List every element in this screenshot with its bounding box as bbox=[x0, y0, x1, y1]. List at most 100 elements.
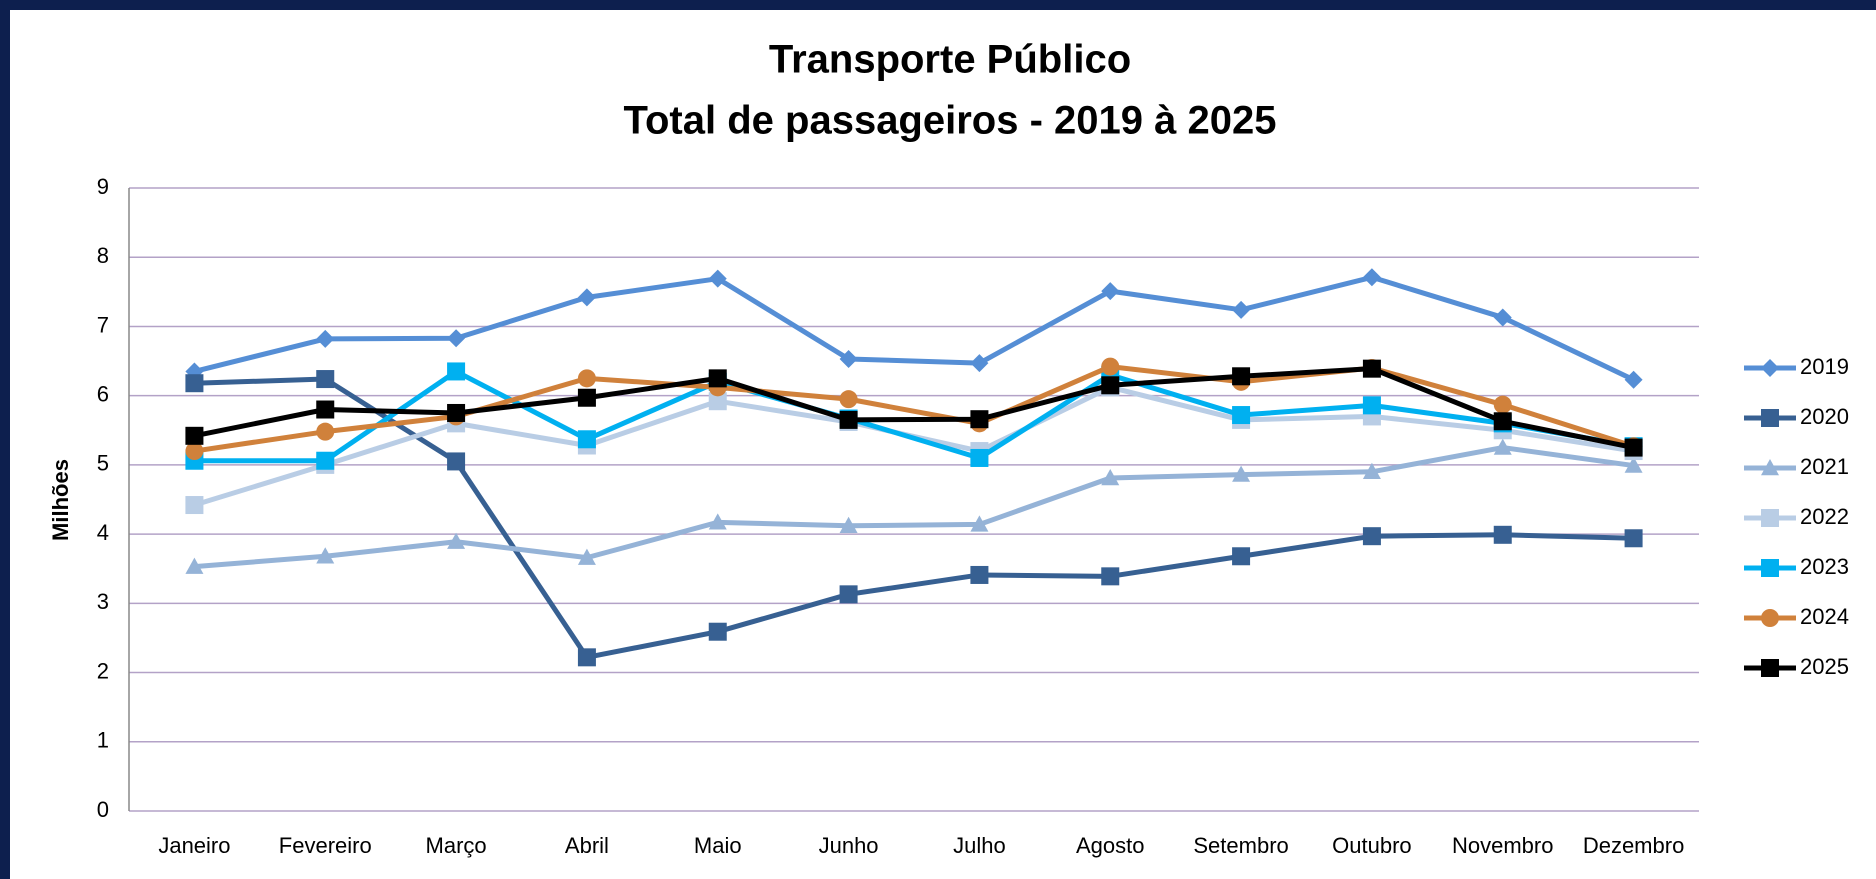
marker bbox=[447, 452, 466, 471]
marker bbox=[1101, 469, 1120, 486]
y-tick-label: 8 bbox=[97, 243, 109, 268]
marker bbox=[1761, 609, 1779, 627]
marker bbox=[577, 548, 596, 565]
x-tick-label: Junho bbox=[819, 833, 879, 858]
y-tick-label: 7 bbox=[97, 312, 109, 337]
marker bbox=[1493, 525, 1512, 544]
marker bbox=[970, 515, 989, 532]
x-tick-label: Novembro bbox=[1452, 833, 1553, 858]
marker bbox=[316, 329, 335, 348]
marker bbox=[708, 513, 727, 530]
marker bbox=[1493, 395, 1512, 414]
marker bbox=[708, 392, 727, 411]
marker bbox=[316, 400, 335, 419]
y-tick-label: 3 bbox=[97, 589, 109, 614]
marker bbox=[1761, 459, 1779, 476]
marker bbox=[577, 648, 596, 667]
x-tick-label: Setembro bbox=[1193, 833, 1288, 858]
legend-label: 2021 bbox=[1800, 454, 1849, 479]
x-tick-label: Abril bbox=[565, 833, 609, 858]
marker bbox=[1232, 300, 1251, 319]
marker bbox=[577, 288, 596, 307]
x-tick-label: Maio bbox=[694, 833, 742, 858]
series-line bbox=[193, 366, 1635, 451]
marker bbox=[1761, 359, 1779, 377]
x-tick-label: Dezembro bbox=[1583, 833, 1684, 858]
legend-label: 2022 bbox=[1800, 504, 1849, 529]
legend-label: 2025 bbox=[1800, 654, 1849, 679]
marker bbox=[839, 349, 858, 368]
marker bbox=[839, 410, 858, 429]
y-tick-label: 6 bbox=[97, 381, 109, 406]
marker bbox=[1232, 465, 1251, 482]
marker bbox=[708, 269, 727, 288]
legend-label: 2023 bbox=[1800, 554, 1849, 579]
y-tick-label: 1 bbox=[97, 728, 109, 753]
marker bbox=[970, 448, 989, 467]
marker bbox=[708, 369, 727, 388]
legend-label: 2020 bbox=[1800, 404, 1849, 429]
marker bbox=[316, 451, 335, 470]
marker bbox=[1232, 547, 1251, 566]
marker bbox=[1101, 376, 1120, 395]
marker bbox=[1624, 529, 1643, 548]
marker bbox=[1624, 438, 1643, 457]
y-tick-label: 9 bbox=[97, 174, 109, 199]
marker bbox=[1362, 462, 1381, 480]
chart-title: Transporte Público bbox=[769, 38, 1131, 82]
marker bbox=[447, 362, 466, 381]
marker bbox=[316, 422, 335, 441]
x-tick-label: Julho bbox=[953, 833, 1006, 858]
marker bbox=[1362, 359, 1381, 378]
marker bbox=[1101, 567, 1120, 586]
y-tick-label: 4 bbox=[97, 520, 109, 545]
marker bbox=[708, 622, 727, 641]
marker bbox=[1232, 367, 1251, 386]
x-tick-label: Janeiro bbox=[158, 833, 230, 858]
marker bbox=[970, 354, 989, 373]
marker bbox=[185, 496, 204, 515]
legend-label: 2024 bbox=[1800, 604, 1849, 629]
marker bbox=[1362, 527, 1381, 546]
x-tick-label: Outubro bbox=[1332, 833, 1412, 858]
marker bbox=[185, 442, 204, 461]
marker bbox=[1493, 412, 1512, 431]
marker bbox=[447, 329, 466, 348]
x-tick-label: Março bbox=[426, 833, 487, 858]
y-tick-label: 0 bbox=[97, 797, 109, 822]
marker bbox=[1761, 409, 1779, 427]
marker bbox=[316, 547, 335, 564]
marker bbox=[839, 516, 858, 534]
marker bbox=[577, 388, 596, 407]
marker bbox=[1362, 268, 1381, 287]
marker bbox=[1493, 438, 1512, 455]
marker bbox=[839, 390, 858, 409]
y-tick-label: 2 bbox=[97, 658, 109, 683]
marker bbox=[1761, 559, 1779, 577]
marker bbox=[185, 374, 204, 393]
marker bbox=[1761, 659, 1779, 677]
series-line bbox=[193, 274, 1635, 383]
series-line bbox=[194, 376, 1634, 660]
marker bbox=[970, 410, 989, 429]
marker bbox=[1493, 308, 1512, 327]
marker bbox=[1362, 396, 1381, 415]
marker bbox=[970, 565, 989, 584]
marker bbox=[1101, 357, 1120, 376]
chart-subtitle: Total de passageiros - 2019 à 2025 bbox=[624, 99, 1277, 143]
marker bbox=[1232, 406, 1251, 425]
marker bbox=[447, 403, 466, 422]
x-tick-label: Agosto bbox=[1076, 833, 1145, 858]
y-tick-label: 5 bbox=[97, 451, 109, 476]
y-axis-label: Milhões bbox=[48, 459, 73, 541]
legend-label: 2019 bbox=[1800, 354, 1849, 379]
series-line bbox=[194, 364, 1635, 454]
marker bbox=[185, 557, 204, 574]
marker bbox=[1761, 509, 1779, 527]
x-tick-label: Fevereiro bbox=[279, 833, 372, 858]
marker bbox=[839, 585, 858, 604]
marker bbox=[1624, 370, 1643, 389]
marker bbox=[185, 426, 204, 445]
